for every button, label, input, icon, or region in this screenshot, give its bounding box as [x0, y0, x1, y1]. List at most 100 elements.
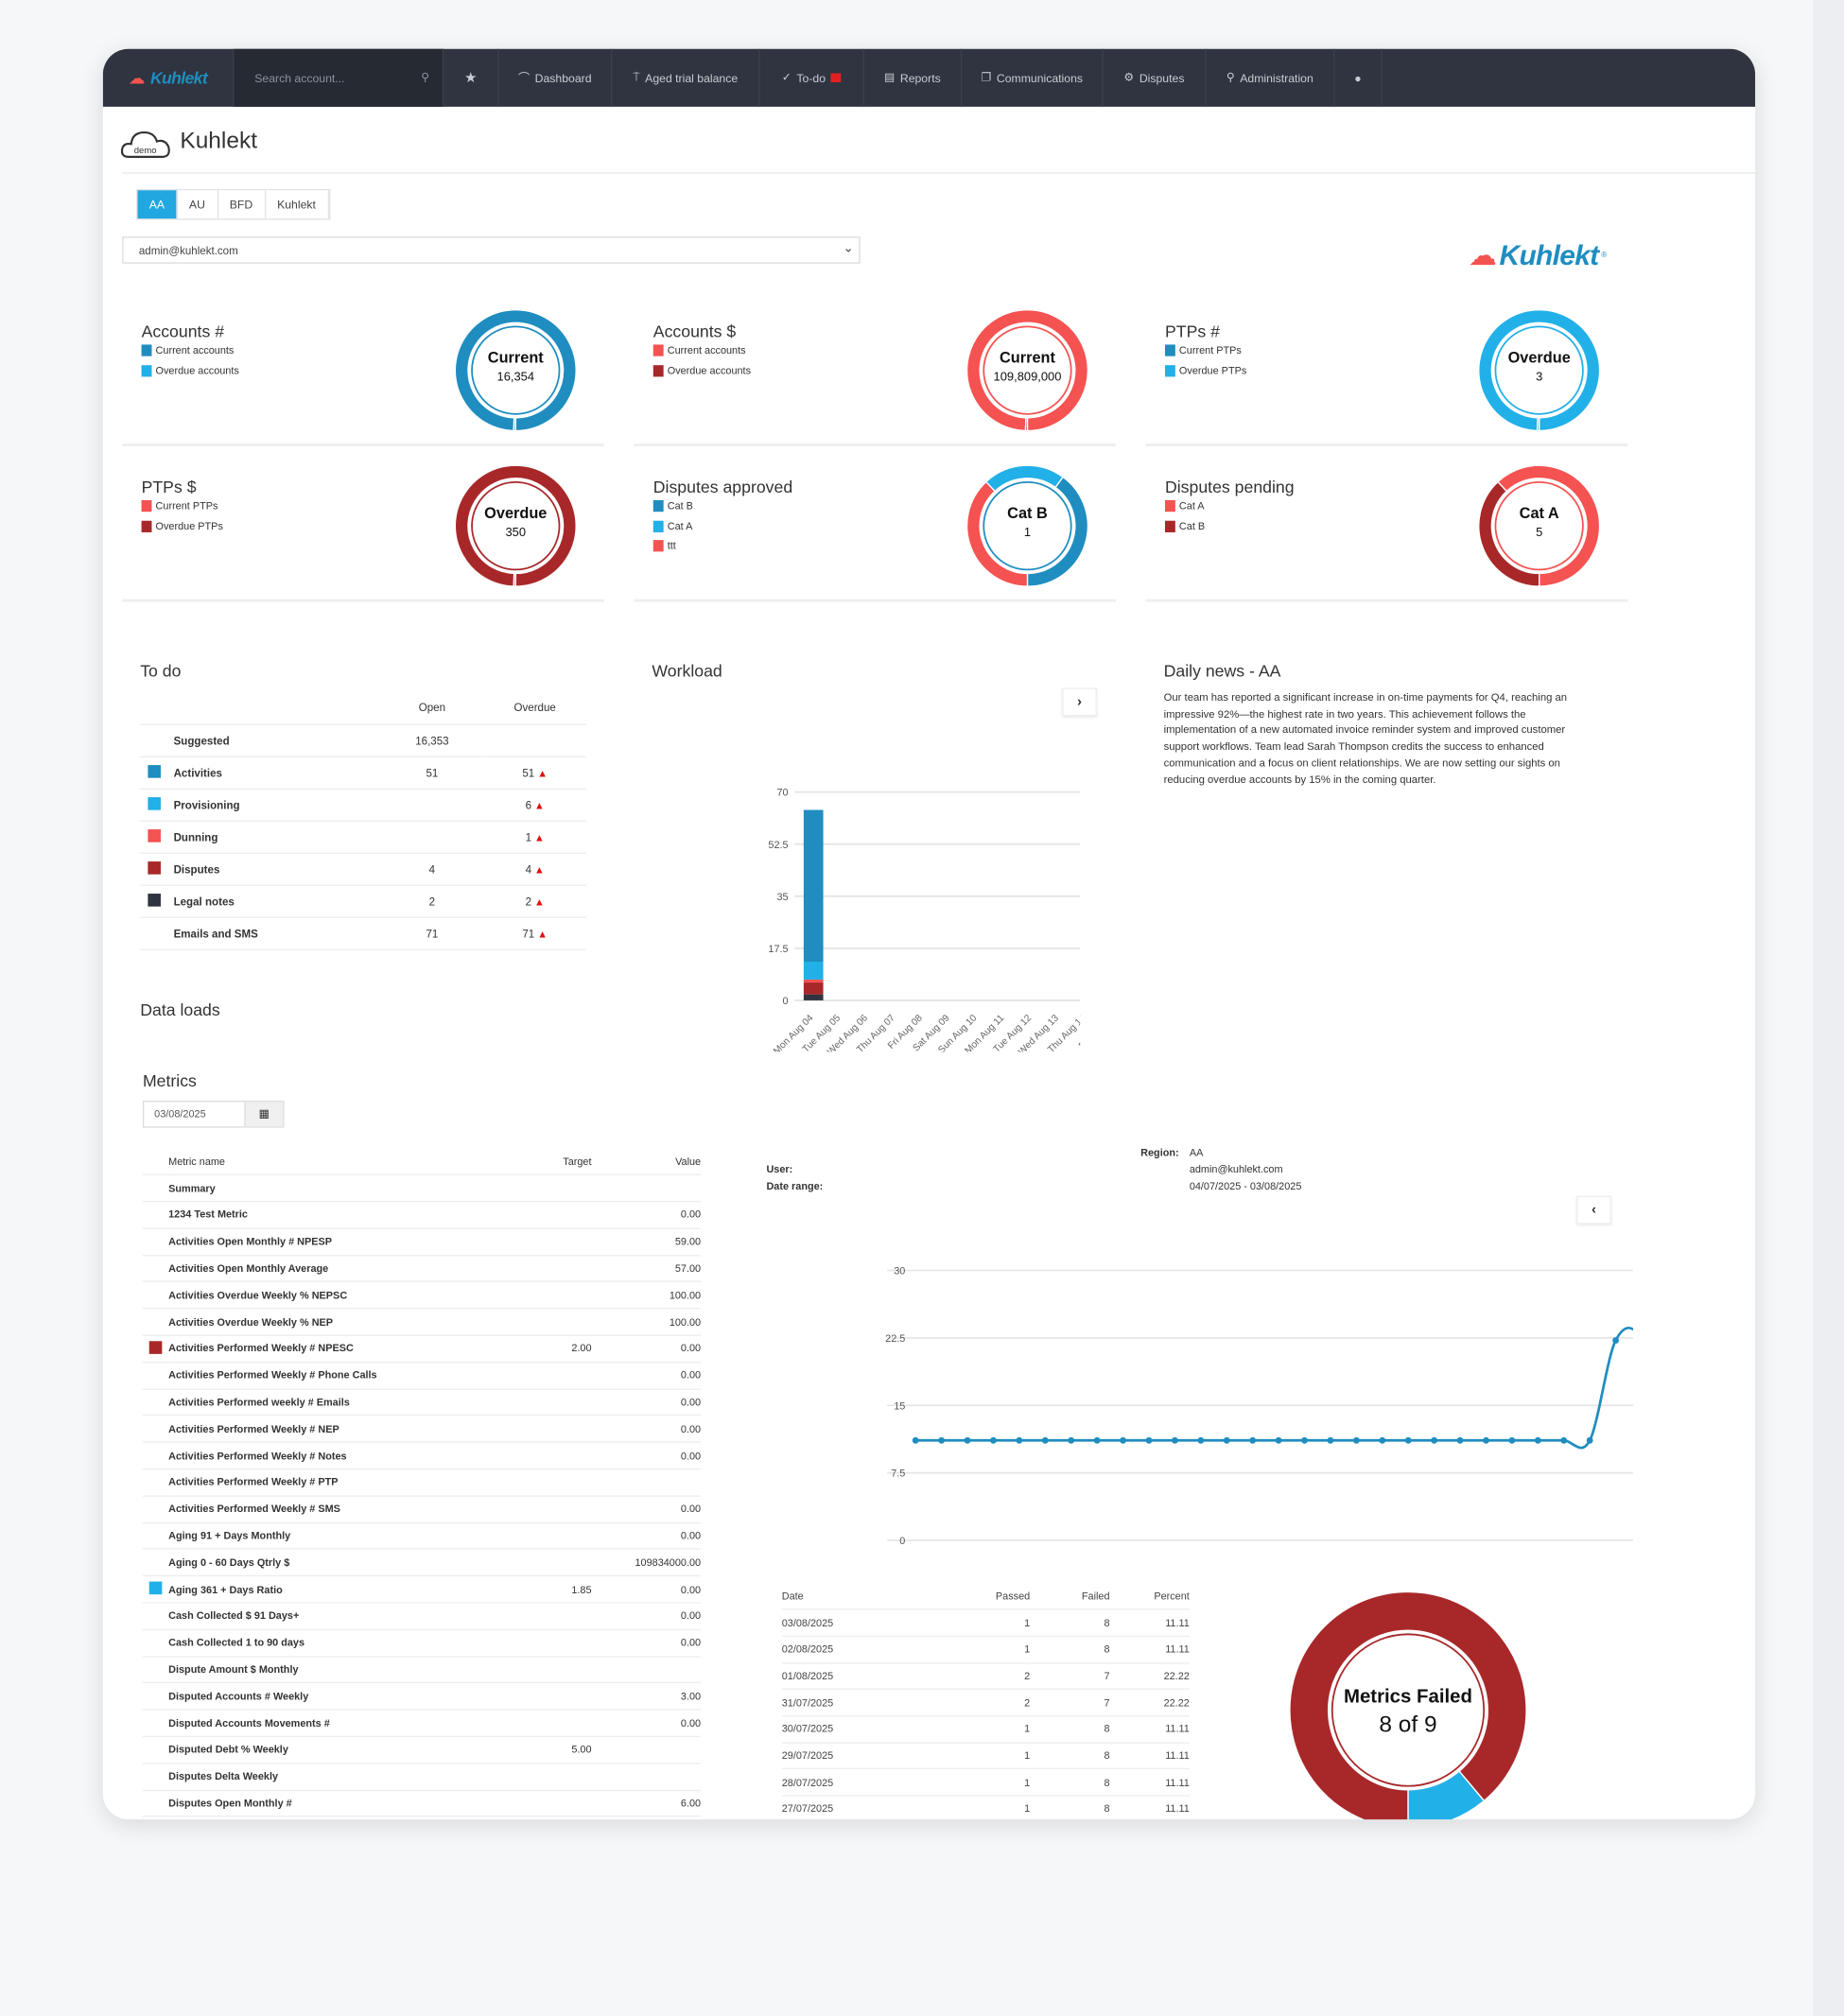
todo-overdue-cell[interactable]: 6 ▲	[483, 788, 587, 822]
line-point[interactable]	[1534, 1436, 1541, 1444]
user-select[interactable]: admin@kuhlekt.com ⌄	[122, 236, 861, 264]
todo-open-count[interactable]: 71	[380, 916, 484, 950]
line-point[interactable]	[1120, 1436, 1126, 1444]
nav-dashboard[interactable]: ⌒ Dashboard	[499, 48, 613, 107]
todo-row[interactable]: Dunning 1 ▲	[140, 820, 587, 854]
bar-legal-notes[interactable]	[803, 994, 824, 1000]
legend-item[interactable]: Overdue PTPs	[1164, 364, 1246, 376]
line-point[interactable]	[1275, 1436, 1282, 1444]
todo-open-count[interactable]: 16,353	[380, 723, 484, 757]
metric-row[interactable]: Disputed Debt % Weekly 5.00	[142, 1736, 702, 1764]
line-point[interactable]	[1145, 1436, 1153, 1444]
line-point[interactable]	[1068, 1436, 1075, 1444]
nav-reports[interactable]: ▤ Reports	[864, 48, 963, 107]
donut-segment-failed[interactable]	[1289, 1590, 1527, 1820]
metric-row[interactable]: Activities Performed Weekly # PTP	[142, 1469, 702, 1497]
legend-item[interactable]: ttt	[652, 540, 676, 552]
line-point[interactable]	[1172, 1436, 1178, 1444]
todo-overdue-cell[interactable]: 1 ▲	[483, 820, 587, 854]
todo-open-count[interactable]	[380, 788, 484, 822]
legend-item[interactable]: Overdue PTPs	[141, 520, 223, 532]
region-tab-bfd[interactable]: BFD	[218, 190, 266, 219]
metric-row[interactable]: Cash Collected 1 to 90 days 0.00	[142, 1629, 702, 1658]
pass-table-row[interactable]: 28/07/2025 1 8 11.11	[781, 1768, 1190, 1797]
pass-table-row[interactable]: 03/08/2025 1 8 11.11	[781, 1609, 1190, 1637]
metric-row[interactable]: 1234 Test Metric 0.00	[142, 1201, 702, 1229]
todo-open-count[interactable]: 4	[380, 852, 484, 886]
line-point[interactable]	[1404, 1436, 1412, 1444]
line-point[interactable]	[1612, 1337, 1619, 1344]
todo-row[interactable]: Disputes 4 4 ▲	[140, 852, 587, 886]
metric-row[interactable]: Activities Performed Weekly # Notes 0.00	[142, 1442, 702, 1470]
todo-open-count[interactable]: 51	[380, 756, 484, 790]
legend-item[interactable]: Current PTPs	[1164, 344, 1242, 356]
metric-row[interactable]: Disputed Accounts Movements # 0.00	[142, 1710, 702, 1738]
line-point[interactable]	[964, 1436, 971, 1444]
metrics-date-picker[interactable]: 03/08/2025 ▦	[142, 1100, 285, 1128]
line-point[interactable]	[1508, 1436, 1516, 1444]
todo-overdue-cell[interactable]: 2 ▲	[483, 884, 587, 918]
metric-row[interactable]: Disputes Delta Weekly	[142, 1763, 702, 1791]
todo-overdue-cell[interactable]: 4 ▲	[483, 852, 587, 886]
todo-row[interactable]: Legal notes 2 2 ▲	[140, 884, 587, 918]
pass-table-row[interactable]: 27/07/2025 1 8 11.11	[781, 1795, 1190, 1820]
nav-to-do[interactable]: ✓ To-do	[760, 48, 864, 107]
donut-segment-overdue-ptps[interactable]	[454, 464, 577, 587]
nav-communications[interactable]: ❐ Communications	[962, 48, 1104, 107]
bar-dunning[interactable]	[803, 979, 824, 983]
metric-row[interactable]: Activities Open Monthly Average 57.00	[142, 1255, 702, 1283]
todo-open-count[interactable]: 2	[380, 884, 484, 918]
legend-item[interactable]: Overdue accounts	[652, 364, 751, 376]
workload-next-button[interactable]: ›	[1062, 687, 1097, 717]
line-point[interactable]	[1352, 1436, 1360, 1444]
pass-table-row[interactable]: 02/08/2025 1 8 11.11	[781, 1636, 1190, 1663]
line-point[interactable]	[1483, 1436, 1489, 1444]
metric-row[interactable]: Aging 0 - 60 Days Qtrly $ 109834000.00	[142, 1549, 702, 1577]
todo-open-count[interactable]	[380, 820, 484, 854]
metric-row[interactable]: Activities Performed Weekly # SMS 0.00	[142, 1495, 702, 1523]
line-point[interactable]	[1456, 1436, 1464, 1444]
metric-row[interactable]: Summary	[142, 1174, 702, 1203]
pass-table-row[interactable]: 30/07/2025 1 8 11.11	[781, 1715, 1190, 1744]
metrics-date-input[interactable]: 03/08/2025	[154, 1108, 206, 1121]
pass-table-row[interactable]: 31/07/2025 2 7 22.22	[781, 1689, 1190, 1717]
line-point[interactable]	[1223, 1436, 1230, 1444]
legend-item[interactable]: Current PTPs	[141, 499, 217, 513]
legend-item[interactable]: Cat B	[1164, 520, 1205, 532]
donut-segment-current-ptps[interactable]	[513, 572, 516, 587]
search-input[interactable]: Search account... ⚲	[234, 48, 444, 107]
bar-activities[interactable]	[803, 809, 824, 963]
metric-row[interactable]: Activities Overdue Weekly % NEP 100.00	[142, 1308, 702, 1336]
nav-aged-trial-balance[interactable]: ⍑ Aged trial balance	[612, 48, 760, 107]
todo-row[interactable]: Suggested 16,353	[140, 723, 587, 757]
bar-disputes[interactable]	[803, 982, 824, 995]
donut-segment-current-accounts[interactable]	[454, 309, 577, 432]
line-point[interactable]	[990, 1436, 997, 1444]
legend-item[interactable]: Current accounts	[652, 344, 746, 356]
todo-row[interactable]: Provisioning 6 ▲	[140, 788, 587, 822]
metric-row[interactable]: Activities Performed Weekly # Phone Call…	[142, 1362, 702, 1390]
bar-provisioning[interactable]	[803, 962, 824, 980]
legend-item[interactable]: Cat A	[1164, 499, 1205, 513]
donut-segment-overdue-accounts[interactable]	[1024, 417, 1029, 432]
brand-logo[interactable]: ☁ Kuhlekt	[103, 48, 235, 107]
line-point[interactable]	[1560, 1436, 1568, 1444]
line-point[interactable]	[1093, 1436, 1101, 1444]
line-point[interactable]	[1301, 1436, 1308, 1444]
donut-segment-current-accounts[interactable]	[965, 309, 1089, 432]
todo-row[interactable]: Activities 51 51 ▲	[140, 756, 587, 790]
line-point[interactable]	[1197, 1436, 1205, 1444]
donut-segment-cat-b[interactable]	[1478, 480, 1540, 587]
page-scrollbar-track[interactable]	[1813, 0, 1844, 2016]
line-point[interactable]	[1249, 1436, 1257, 1444]
legend-item[interactable]: Current accounts	[141, 344, 234, 356]
line-point[interactable]	[1327, 1436, 1334, 1444]
legend-item[interactable]: Cat A	[652, 520, 692, 532]
metric-row[interactable]: Activities Open Monthly # NPESP 59.00	[142, 1228, 702, 1257]
line-point[interactable]	[912, 1436, 919, 1444]
nav-disputes[interactable]: ⚙ Disputes	[1104, 48, 1207, 107]
pass-table-row[interactable]: 01/08/2025 2 7 22.22	[781, 1662, 1190, 1691]
line-point[interactable]	[1431, 1436, 1438, 1444]
line-point[interactable]	[938, 1436, 945, 1444]
donut-segment-cat-a[interactable]	[984, 464, 1064, 493]
